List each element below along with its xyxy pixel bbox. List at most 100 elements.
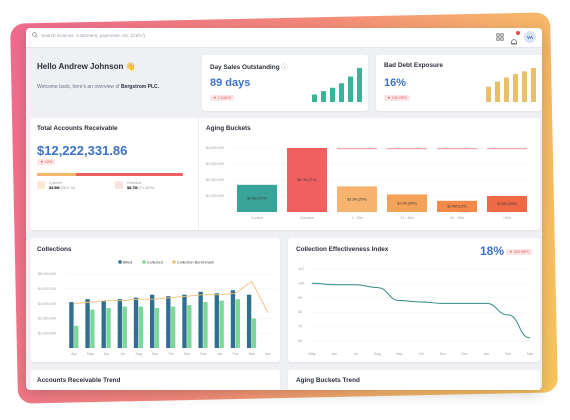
app-window: Search invoices, customers, payments, et… (26, 28, 542, 390)
billed-bar[interactable] (69, 302, 74, 348)
cei-ytick: 90 (298, 296, 302, 300)
cei-chart: 110 100 90 80 70 60 May Jun Jul Aug Sep Oct Nov Dec Ja… (298, 267, 534, 356)
aging-trend-card: Aging Buckets Trend (288, 370, 540, 390)
collected-bar[interactable] (138, 306, 144, 348)
dso-sparkline (312, 68, 362, 102)
cei-xtick: May (309, 352, 316, 356)
collected-bar[interactable] (154, 308, 160, 348)
collections-xtick: Jul (120, 352, 125, 356)
collections-card: Collections Billed Collected Collection Be… (30, 238, 280, 362)
notifications-button[interactable] (510, 31, 520, 45)
collected-bar[interactable] (171, 306, 176, 348)
billed-bar[interactable] (101, 300, 106, 348)
aging-bar[interactable] (337, 186, 377, 212)
avatar[interactable]: VA (524, 31, 536, 43)
aging-bar[interactable] (437, 200, 477, 212)
collected-bar[interactable] (251, 318, 257, 348)
ar-aging-card: Total Accounts Receivable $12,222,331.86… (30, 118, 540, 230)
aging-chart: $4,000,000 $3,000,000 $2,000,000 $1,000,000… (206, 146, 532, 220)
divider (198, 118, 199, 230)
legend-label: Collection Benchmark (177, 260, 214, 264)
billed-bar[interactable] (182, 294, 187, 348)
grid-icon[interactable] (496, 33, 504, 41)
aging-ytick: $3,000,000 (206, 162, 224, 166)
aging-bar[interactable] (287, 148, 327, 212)
total-ar-value: $12,222,331.86 (37, 143, 128, 158)
bad-debt-spark-bar (495, 81, 500, 102)
current-icon (37, 181, 45, 189)
bad-debt-spark-bar (504, 77, 509, 102)
bad-debt-title: Bad Debt Exposure (384, 62, 443, 69)
collections-ytick: $2,000,000 (38, 317, 56, 321)
bad-debt-spark-bar (513, 74, 518, 102)
ar-trend-card: Accounts Receivable Trend (30, 370, 280, 390)
overdue-icon (115, 181, 123, 189)
dso-change-badge: ▼ 2 DAYS (210, 95, 235, 101)
collected-bar[interactable] (74, 325, 79, 348)
billed-bar[interactable] (198, 291, 203, 348)
legend-label: Billed (123, 260, 132, 264)
aging-bar[interactable] (237, 184, 277, 212)
collected-bar[interactable] (187, 305, 192, 348)
billed-bar[interactable] (117, 299, 123, 348)
cei-change-badge: ▼ 320 BPS (506, 249, 532, 255)
dso-value: 89 days (210, 77, 251, 89)
billed-bar[interactable] (133, 297, 139, 348)
billed-bar[interactable] (214, 293, 219, 348)
dso-spark-bar (348, 76, 353, 102)
bad-debt-spark-bar (522, 71, 527, 102)
search-bar[interactable]: Search invoices, customers, payments, et… (32, 32, 145, 38)
collections-xtick: Sep (152, 352, 158, 356)
aging-ytick: $2,000,000 (206, 178, 224, 182)
cei-ytick: 60 (298, 339, 302, 343)
collected-bar[interactable] (235, 299, 240, 348)
aging-bar[interactable] (487, 196, 527, 212)
collected-bar[interactable] (106, 308, 111, 348)
company-name: Bergstrom PLC. (120, 84, 160, 90)
collected-bar[interactable] (203, 302, 208, 348)
aging-bar[interactable] (387, 194, 427, 212)
ar-trend-title: Accounts Receivable Trend (37, 377, 121, 384)
dso-spark-bar (357, 68, 362, 102)
dso-spark-bar (321, 91, 326, 102)
dso-card[interactable]: Day Sales Outstanding ⓘ 89 days ▼ 2 DAYS (202, 55, 368, 111)
aging-bar-label: $3.5M (27%) (247, 197, 266, 201)
collections-xtick: Dec (200, 352, 207, 356)
bad-debt-card[interactable]: Bad Debt Exposure 16% ▼ 132 BPS (376, 55, 542, 111)
ar-split-current (37, 173, 77, 176)
dso-title: Day Sales Outstanding ⓘ (210, 64, 288, 71)
cei-title: Collection Effectiveness Index (296, 246, 389, 253)
billed-bar[interactable] (150, 294, 155, 348)
cei-xtick: Aug (374, 352, 380, 356)
aging-xtick: Overdue (300, 216, 314, 220)
overdue-stat: Overdue $8.7M (71.26%) (115, 181, 154, 191)
billed-bar[interactable] (166, 296, 171, 348)
collected-bar[interactable] (122, 306, 127, 348)
aging-xtick: Current (251, 216, 263, 220)
collected-bar[interactable] (219, 300, 224, 348)
aging-title: Aging Buckets (206, 125, 251, 132)
aging-bar-label: $8.7M (71%) (297, 178, 316, 182)
collected-bar[interactable] (90, 309, 95, 348)
search-icon (32, 32, 38, 38)
cei-ytick: 70 (298, 325, 302, 329)
collections-xtick: Nov (184, 352, 191, 356)
dso-spark-bar (330, 87, 335, 102)
billed-bar[interactable] (246, 294, 252, 348)
aging-xtick: 1 - 30d (351, 216, 362, 220)
collections-xtick: Jun (103, 352, 109, 356)
collections-ytick: $3,000,000 (38, 302, 56, 306)
bell-icon (511, 39, 517, 45)
collections-xtick: Aug (135, 352, 141, 356)
cei-value: 18% (480, 244, 505, 258)
collections-ytick: $5,000,000 (38, 272, 56, 276)
billed-bar[interactable] (85, 299, 90, 348)
cei-ytick: 80 (298, 310, 302, 314)
billed-bar[interactable] (230, 290, 236, 348)
cei-ytick: 110 (298, 267, 304, 271)
legend-swatch (142, 260, 146, 264)
cei-xtick: Mar (527, 352, 534, 356)
collections-ytick: $4,000,000 (38, 287, 56, 291)
cei-card: Collection Effectiveness Index 18% ▼ 320… (288, 238, 540, 362)
current-stat: Current $3.5M (26.9 %) (37, 181, 75, 191)
